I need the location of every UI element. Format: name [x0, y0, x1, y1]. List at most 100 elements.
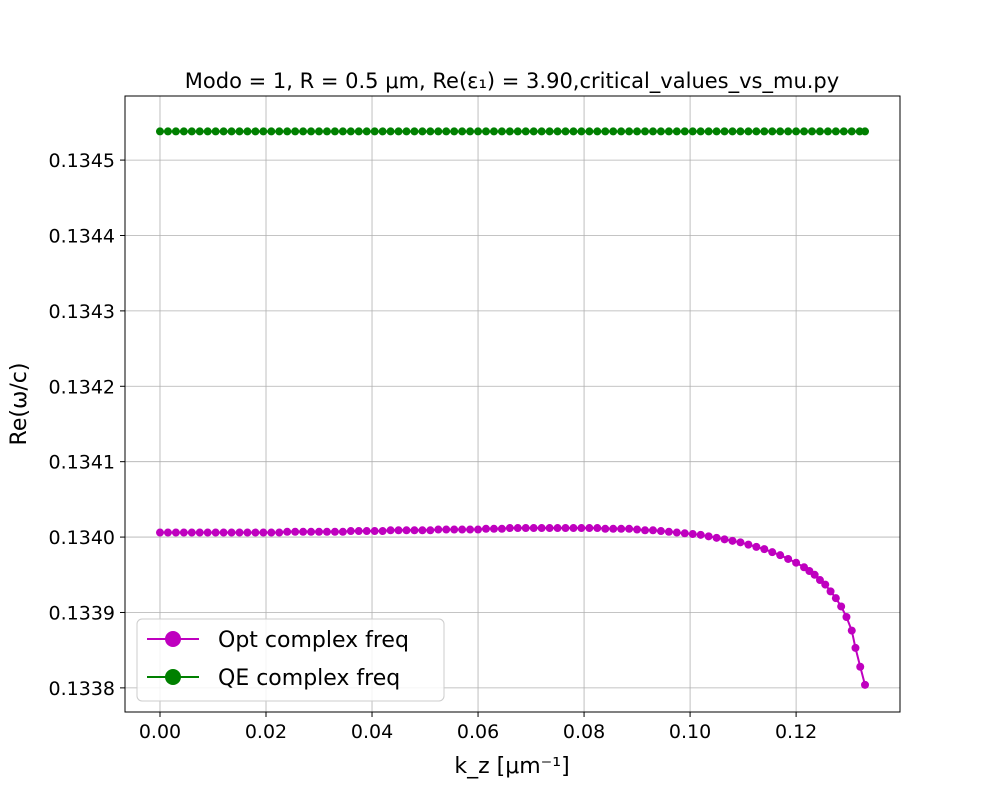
- data-point: [553, 524, 562, 533]
- data-point: [537, 127, 546, 136]
- data-point: [688, 127, 697, 136]
- data-point: [831, 127, 840, 136]
- data-point: [577, 127, 586, 136]
- data-point: [378, 527, 387, 536]
- data-point: [402, 127, 411, 136]
- data-point: [322, 527, 331, 536]
- data-point: [243, 127, 252, 136]
- data-point: [187, 528, 196, 537]
- data-point: [672, 528, 681, 537]
- y-tick-label: 0.1341: [49, 452, 115, 474]
- data-point: [861, 127, 870, 136]
- series-qe-complex-freq: [155, 127, 870, 136]
- data-point: [861, 680, 870, 689]
- data-point: [251, 528, 260, 537]
- data-point: [211, 528, 220, 537]
- data-point: [513, 127, 522, 136]
- legend-marker-opt: [165, 631, 181, 647]
- data-point: [839, 127, 848, 136]
- legend-marker-qe: [165, 669, 181, 685]
- data-point: [386, 127, 395, 136]
- data-point: [235, 127, 244, 136]
- data-point: [259, 528, 268, 537]
- data-point: [728, 536, 737, 545]
- data-point: [593, 127, 602, 136]
- data-point: [633, 525, 642, 534]
- data-point: [497, 524, 506, 533]
- legend-box: [136, 618, 445, 702]
- data-point: [561, 524, 570, 533]
- y-tick-label: 0.1345: [49, 150, 115, 172]
- data-point: [227, 528, 236, 537]
- y-tick-label: 0.1344: [49, 225, 115, 247]
- data-point: [275, 127, 284, 136]
- data-point: [633, 127, 642, 136]
- data-point: [291, 127, 300, 136]
- data-point: [561, 127, 570, 136]
- data-point: [394, 526, 403, 535]
- data-point: [609, 127, 618, 136]
- data-point: [648, 127, 657, 136]
- data-point: [664, 527, 673, 536]
- data-point: [338, 127, 347, 136]
- y-axis-label: Re(ω/c): [7, 363, 32, 446]
- ticks: 0.00 0.02 0.04 0.06 0.08 0.10 0.12 0.1338 0.1339…: [49, 150, 818, 743]
- data-point: [625, 127, 634, 136]
- data-point: [736, 127, 745, 136]
- data-point: [792, 558, 801, 567]
- data-point: [307, 527, 316, 536]
- data-point: [680, 127, 689, 136]
- x-tick-label: 0.10: [669, 721, 711, 743]
- data-point: [760, 127, 769, 136]
- data-point: [466, 525, 475, 534]
- x-tick-label: 0.06: [457, 721, 499, 743]
- data-point: [163, 528, 172, 537]
- data-point: [736, 538, 745, 547]
- data-point: [291, 527, 300, 536]
- data-point: [720, 127, 729, 136]
- data-point: [267, 127, 276, 136]
- data-point: [712, 127, 721, 136]
- data-point: [251, 127, 260, 136]
- data-point: [203, 127, 212, 136]
- legend-label-opt: Opt complex freq: [218, 628, 409, 653]
- x-tick-label: 0.02: [245, 721, 287, 743]
- data-point: [664, 127, 673, 136]
- legend: Opt complex freq QE complex freq: [136, 618, 445, 702]
- data-point: [434, 127, 443, 136]
- data-point: [219, 528, 228, 537]
- data-point: [489, 127, 498, 136]
- data-point: [800, 127, 809, 136]
- data-point: [243, 528, 252, 537]
- data-point: [267, 528, 276, 537]
- x-tick-label: 0.08: [563, 721, 605, 743]
- plot-frame: [124, 95, 901, 713]
- data-point: [696, 127, 705, 136]
- data-point: [505, 524, 514, 533]
- data-point: [466, 127, 475, 136]
- data-point: [259, 127, 268, 136]
- data-point: [179, 528, 188, 537]
- data-point: [529, 524, 538, 533]
- data-point: [537, 524, 546, 533]
- data-point: [155, 127, 164, 136]
- data-point: [680, 529, 689, 538]
- data-point: [513, 524, 522, 533]
- data-point: [474, 525, 483, 534]
- data-point: [521, 127, 530, 136]
- y-tick-label: 0.1339: [49, 602, 115, 624]
- data-point: [442, 127, 451, 136]
- data-point: [704, 127, 713, 136]
- data-point: [426, 526, 435, 535]
- data-point: [553, 127, 562, 136]
- data-point: [426, 127, 435, 136]
- data-point: [330, 527, 339, 536]
- data-point: [275, 528, 284, 537]
- data-point: [410, 526, 419, 535]
- data-point: [195, 528, 204, 537]
- x-tick-label: 0.04: [351, 721, 393, 743]
- data-point: [617, 524, 626, 533]
- data-point: [362, 127, 371, 136]
- legend-label-qe: QE complex freq: [218, 666, 400, 691]
- data-point: [354, 527, 363, 536]
